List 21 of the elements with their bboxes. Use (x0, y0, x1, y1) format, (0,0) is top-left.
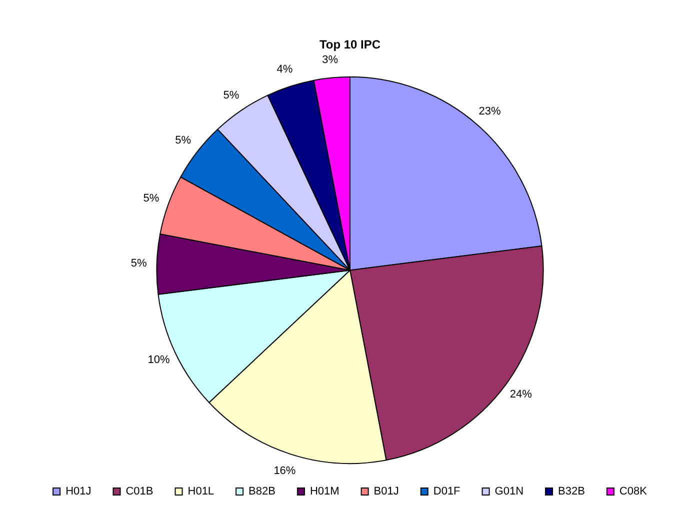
legend-label: H01J (66, 486, 92, 498)
data-label: 5% (143, 192, 160, 205)
legend-label: B01J (374, 486, 399, 498)
data-label: 5% (223, 89, 240, 102)
data-label: 16% (274, 465, 296, 478)
legend-label: G01N (494, 486, 524, 498)
legend-label: H01L (188, 486, 214, 498)
legend-label: D01F (433, 486, 461, 498)
legend-label: C01B (126, 486, 154, 498)
data-label: 10% (148, 354, 170, 366)
data-label: 24% (510, 388, 532, 400)
legend-label: B32B (558, 486, 585, 498)
chart-title: Top 10 IPC (319, 38, 381, 52)
data-label: 4% (276, 63, 293, 76)
data-label: 5% (130, 258, 147, 270)
legend-label: H01M (310, 486, 340, 498)
data-label: 23% (478, 106, 501, 118)
legend-label: B82B (248, 486, 276, 498)
legend-label: C08K (619, 486, 648, 498)
data-label: 5% (175, 134, 192, 147)
data-label: 3% (322, 54, 338, 66)
